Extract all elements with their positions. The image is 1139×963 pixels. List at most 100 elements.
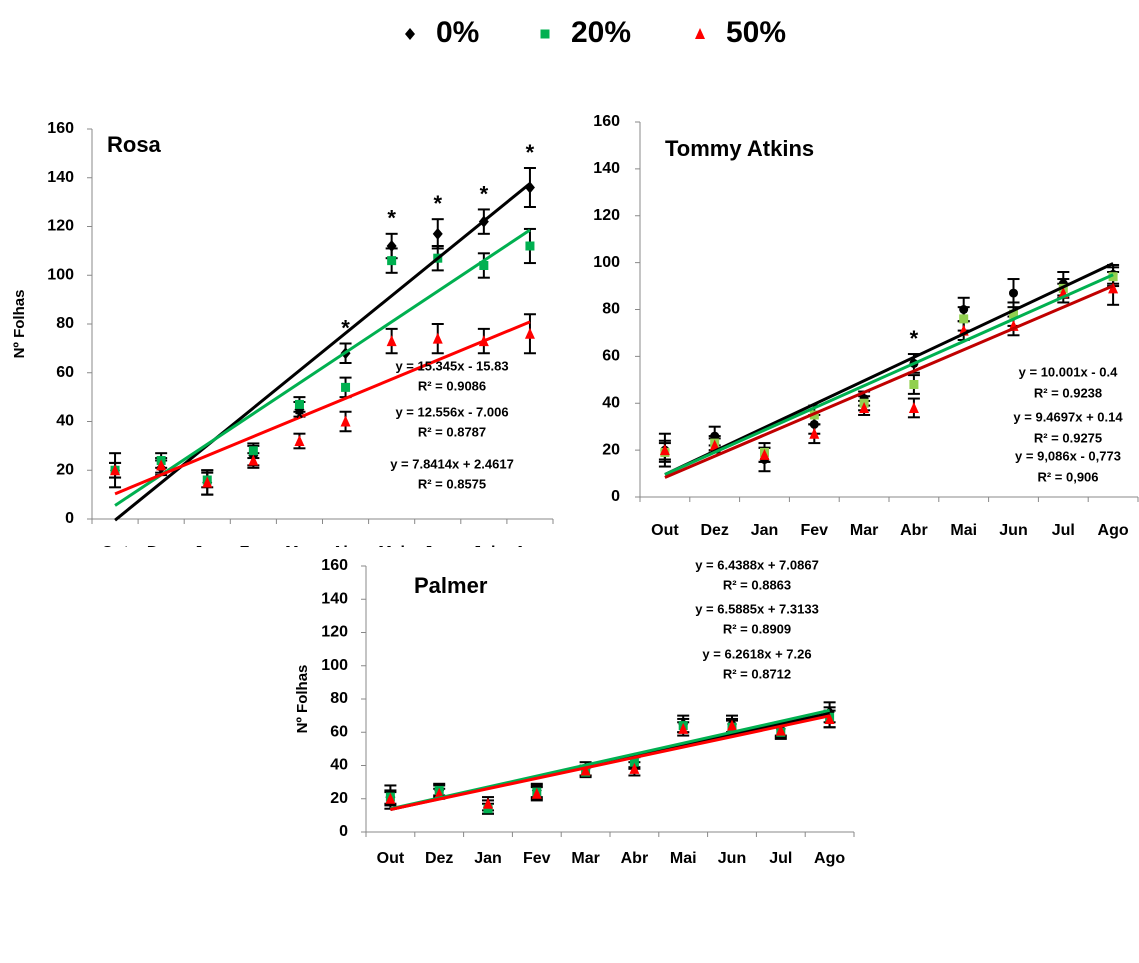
trendline (664, 284, 1114, 479)
x-tick-label: Mai (378, 544, 405, 561)
chart-title: Tommy Atkins (665, 136, 814, 161)
y-tick-label: 80 (602, 301, 620, 318)
x-tick-label: Jul (472, 544, 495, 561)
x-tick-label: Dez (147, 544, 175, 561)
marker (294, 399, 304, 409)
marker (341, 382, 351, 392)
marker (483, 797, 493, 809)
marker (959, 314, 969, 324)
significance-mark: * (387, 206, 396, 231)
y-tick-label: 20 (56, 461, 74, 478)
trendlines (664, 262, 1114, 479)
significance-mark: * (480, 181, 489, 206)
y-tick-label: 160 (47, 120, 74, 137)
marker (775, 724, 786, 736)
x-tick-label: Jan (751, 522, 779, 539)
marker (1009, 309, 1018, 319)
marker (629, 762, 640, 774)
y-tick-label: 140 (593, 160, 620, 177)
marker (1009, 288, 1018, 298)
trendline-r2: R² = 0.8575 (418, 476, 486, 491)
y-tick-label: 140 (47, 169, 74, 186)
x-tick-label: Fev (523, 850, 551, 867)
trendlines (390, 708, 830, 811)
legend-label: 50% (726, 16, 786, 49)
trendline (664, 262, 1114, 476)
trendline-equation: y = 12.556x - 7.006 (395, 404, 508, 419)
significance-mark: * (526, 140, 535, 165)
marker (110, 464, 121, 476)
marker (908, 401, 919, 413)
trendline-r2: R² = 0.9086 (418, 378, 486, 393)
marker (824, 712, 835, 724)
chart-rosa: 0 20 40 60 80 100 120 140 160 Out Dez Jan Fev Mar Abr M… (11, 120, 554, 561)
trendline-equation: y = 15.345x - 15.83 (395, 358, 508, 373)
trendline (664, 273, 1114, 476)
marker (709, 439, 720, 451)
y-tick-label: 120 (593, 207, 620, 224)
marker (248, 446, 258, 456)
y-tick-label: 140 (321, 590, 348, 607)
marker (580, 764, 591, 776)
trendline-r2: R² = 0.8909 (723, 621, 791, 636)
x-tick-label: Jul (1052, 522, 1075, 539)
trendline-r2: R² = 0,906 (1037, 469, 1098, 484)
marker (202, 476, 213, 488)
y-tick-label: 0 (611, 488, 620, 505)
y-tick-label: 0 (65, 510, 74, 527)
x-tick-label: Jun (999, 522, 1027, 539)
trendline-equation: y = 6.5885x + 7.3133 (695, 601, 819, 616)
marker (432, 227, 443, 240)
trendline-equation: y = 9.4697x + 0.14 (1013, 409, 1123, 424)
chart-tommy-atkins: 0 20 40 60 80 100 120 140 160 Out Dez Jan Fev Mar Abr M… (593, 113, 1139, 539)
y-tick-label: 60 (330, 723, 348, 740)
marker (386, 240, 397, 252)
x-tick-label: Jan (474, 850, 502, 867)
trendline-equation: y = 10.001x - 0.4 (1019, 364, 1118, 379)
y-tick-label: 0 (339, 823, 348, 840)
legend-label: 0% (436, 16, 479, 49)
significance-mark: * (295, 406, 304, 431)
marker (531, 787, 542, 799)
marker (1108, 272, 1118, 282)
x-tick-label: Mai (670, 850, 697, 867)
trendline-equation: y = 9,086x - 0,773 (1015, 448, 1121, 463)
marker (1108, 282, 1119, 294)
marker (959, 305, 969, 314)
trendline-equation: y = 6.2618x + 7.26 (702, 646, 811, 661)
x-tick-label: Mar (850, 522, 878, 539)
significance-mark: * (433, 191, 442, 216)
marker (294, 435, 305, 446)
trendline (114, 320, 531, 496)
y-tick-label: 120 (321, 624, 348, 641)
y-axis-title: Nº Folhas (294, 665, 311, 734)
y-tick-label: 20 (602, 441, 620, 458)
x-tick-label: Jan (193, 544, 221, 561)
significance-mark: * (341, 315, 350, 340)
marker (524, 327, 535, 339)
marker (432, 332, 443, 344)
marker (629, 757, 639, 767)
x-tick-label: Jul (769, 850, 792, 867)
y-tick-label: 40 (330, 757, 348, 774)
trendline-r2: R² = 0.8863 (723, 577, 791, 592)
y-axis-title: Nº Folhas (11, 290, 28, 359)
x-tick-label: Out (651, 522, 679, 539)
trendline-r2: R² = 0.9275 (1034, 430, 1102, 445)
marker (809, 419, 819, 429)
marker (405, 28, 415, 40)
marker (525, 241, 535, 251)
trendline-r2: R² = 0.8787 (418, 424, 486, 439)
marker (479, 261, 489, 270)
marker (540, 29, 550, 39)
x-tick-label: Mar (285, 544, 313, 561)
x-tick-label: Jun (424, 544, 452, 561)
trendline-r2: R² = 0.9238 (1034, 385, 1102, 400)
x-tick-label: Ago (1098, 522, 1129, 539)
y-tick-label: 60 (602, 348, 620, 365)
x-tick-label: Jun (718, 850, 746, 867)
trendline-equation: y = 7.8414x + 2.4617 (390, 456, 514, 471)
y-tick-label: 80 (330, 690, 348, 707)
marker (340, 415, 351, 427)
x-tick-label: Out (377, 850, 405, 867)
